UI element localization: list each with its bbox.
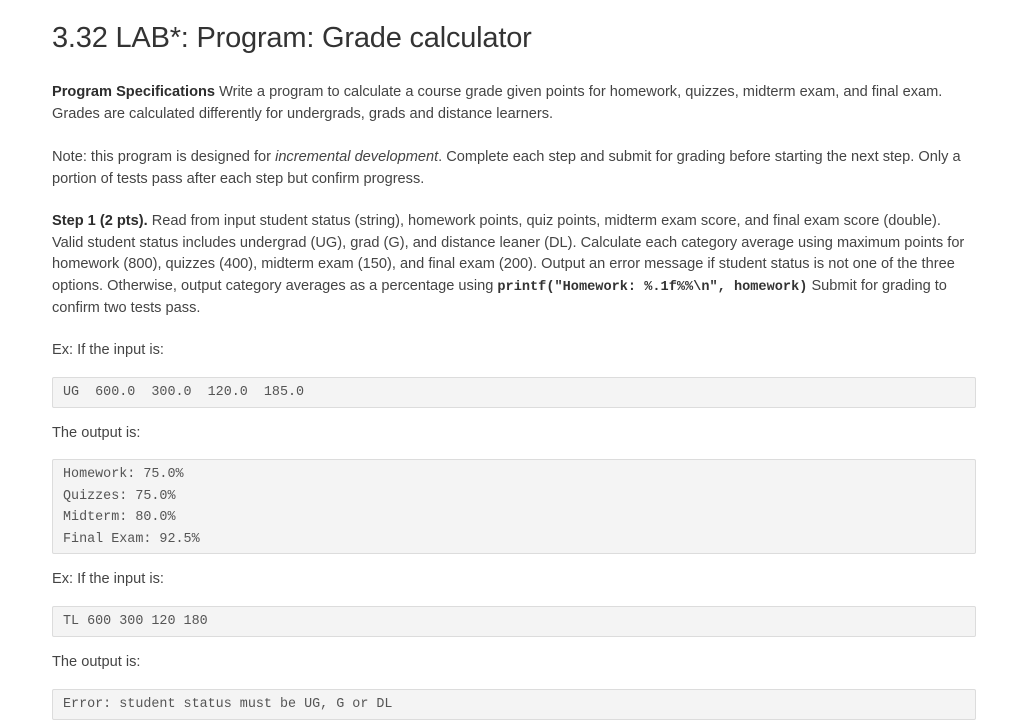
- step1-after: Submit for grading to confirm two tests …: [52, 277, 947, 317]
- example2-input-label: Ex: If the input is:: [52, 571, 164, 587]
- example1-output-line: Quizzes: 75.0%: [63, 488, 176, 504]
- note-emphasis: incremental development: [275, 149, 439, 165]
- example1-output-box: Homework: 75.0% Quizzes: 75.0% Midterm: 80…: [52, 459, 976, 554]
- note-after: . Complete each step and submit for grad…: [52, 149, 961, 187]
- program-specifications-paragraph: Program Specifications Write a program t…: [52, 82, 976, 125]
- example1-input-label: Ex: If the input is:: [52, 342, 164, 358]
- step1-paragraph: Step 1 (2 pts). Read from input student …: [52, 211, 976, 320]
- spec-text: Write a program to calculate a course gr…: [52, 84, 943, 122]
- step1-text: Read from input student status (string),…: [52, 213, 965, 294]
- note-paragraph: Note: this program is designed for incre…: [52, 147, 976, 190]
- note-before: Note: this program is designed for: [52, 149, 276, 165]
- example1-output-line: Homework: 75.0%: [63, 467, 184, 482]
- example2-input-text: TL 600 300 120 180: [63, 614, 208, 629]
- example2-output-label: The output is:: [52, 654, 141, 670]
- example2-input-box: TL 600 300 120 180: [52, 606, 976, 637]
- example1-output-line: Final Exam: 92.5%: [63, 531, 200, 547]
- step1-inline-code: printf("Homework: %.1f%%\n", homework): [497, 279, 808, 295]
- example2-output-line: Error: student status must be UG, G or D…: [63, 697, 393, 712]
- spec-heading: Program Specifications: [52, 84, 216, 100]
- page-title: 3.32 LAB*: Program: Grade calculator: [52, 22, 532, 54]
- example1-input-text: UG 600.0 300.0 120.0 185.0: [63, 385, 305, 400]
- example2-output-box: Error: student status must be UG, G or D…: [52, 689, 976, 720]
- step1-heading: Step 1 (2 pts).: [52, 213, 148, 229]
- example1-output-line: Midterm: 80.0%: [63, 510, 176, 526]
- example1-output-label: The output is:: [52, 425, 141, 441]
- example1-input-box: UG 600.0 300.0 120.0 185.0: [52, 377, 976, 408]
